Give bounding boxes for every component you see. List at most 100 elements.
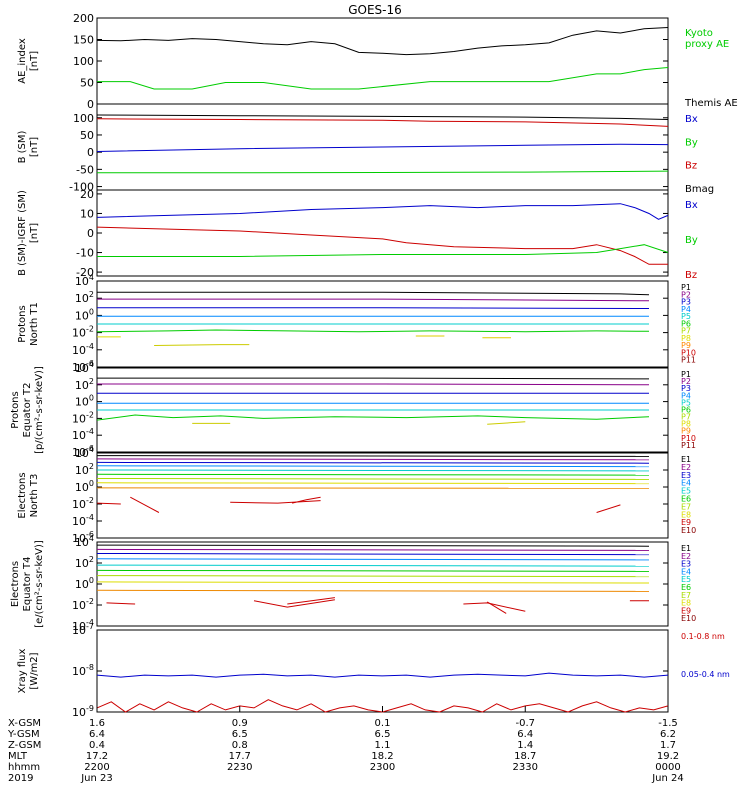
y-tick-label: 50 [80,129,94,142]
series-line [96,114,669,120]
y-tick-label: 102 [75,462,94,477]
series-line [96,482,650,485]
series-line [106,602,136,605]
y-tick-label: 102 [75,290,94,305]
time-row-value: 1.6 [89,718,105,729]
y-tick-label: 102 [75,555,94,570]
legend-item: E4 [681,479,691,488]
chart-title: GOES-16 [348,3,402,17]
series-line [463,602,526,612]
legend-item: Bx [685,200,698,211]
y-tick-label: -10 [76,247,94,260]
series-line [96,672,669,678]
y-tick-label: 50 [80,77,94,90]
legend-item: P11 [681,356,696,365]
legend-item: P1 [681,370,691,379]
series-line [130,496,160,513]
y-tick-label: -20 [76,266,94,279]
legend-item: E6 [681,583,691,592]
y-axis-label: [p/(cm²-s-sr-keV)] [34,366,45,454]
legend-item: P1 [681,283,691,292]
series-line [96,27,669,56]
series-line [97,307,650,309]
time-row-value: 0.9 [232,718,248,729]
legend-item: P2 [681,377,691,386]
y-axis-label: [nT] [29,223,40,243]
legend-item: E5 [681,487,691,496]
series-line [96,226,668,265]
y-tick-label: 10-4 [72,427,94,442]
y-tick-label: 10-2 [72,410,94,425]
y-tick-label: 10 [80,207,94,220]
y-axis-label: AE_index [17,38,28,84]
y-tick-label: 10-7 [72,622,94,637]
time-row-value: 6.4 [89,729,105,740]
series-line [96,502,121,505]
series-line [97,298,650,302]
legend-item: P3 [681,298,691,307]
y-tick-label: 0 [87,146,94,159]
time-row-value: 1.1 [375,740,391,751]
time-row-value: 1.7 [660,740,676,751]
legend-item: E3 [681,560,691,569]
legend-item: E10 [681,526,696,535]
y-tick-label: 0 [87,98,94,111]
y-tick-label: 10-2 [72,597,94,612]
series-line [97,170,669,174]
panel-8: 10-7 10-8 10-9 Xray flux [W/m2] 0.1-0.8 nm 0.0… [17,622,730,719]
y-axis-label: North T3 [29,474,40,518]
legend-item: P6 [681,319,691,328]
series-line [96,329,650,333]
series-line [96,473,650,476]
series-line [230,500,321,504]
series-line [253,599,335,608]
legend-item: E7 [681,591,691,600]
series-line [96,118,669,127]
legend-item: Bz [685,161,697,172]
time-row-value: 2200 [84,762,109,773]
legend-item: P3 [681,384,691,393]
series-line [96,469,650,472]
time-row-value: 0.8 [232,740,248,751]
legend-item: P5 [681,398,691,407]
time-row-value: 2300 [370,762,395,773]
y-axis-label: B (SM) [17,130,28,163]
legend-item: E8 [681,510,691,519]
legend-item: P10 [681,434,696,443]
legend-item: P7 [681,413,691,422]
time-row-value: 1.4 [517,740,533,751]
series-line [96,564,650,567]
legend-item: P7 [681,327,691,336]
series-line [96,465,650,468]
legend-item: P9 [681,341,691,350]
series-line [287,597,335,605]
legend-item: Bx [685,114,698,125]
y-tick-label: 100 [75,307,94,322]
time-row-value: 0000 [655,762,680,773]
y-tick-label: 10-2 [72,496,94,511]
time-row-label: X-GSM [8,718,41,729]
legend-item: P8 [681,334,691,343]
legend: Bx By Bz Bmag [685,114,714,195]
y-tick-label: 104 [75,273,94,288]
series-line [486,601,507,614]
series-line [596,504,621,513]
legend-item: P2 [681,290,691,299]
series-line [96,455,650,457]
panel-2: 100 50 0 -50 -100 B (SM) [nT] Bx By Bz Bmag [17,103,714,195]
legend-item: E9 [681,518,691,527]
time-row-value: Jun 24 [651,773,684,784]
series-line [96,569,650,572]
panel-3: 20 10 0 -10 -20 B (SM)-IGRF (SM) [nT] Bx By Bz [17,188,698,281]
time-row-value: 6.5 [232,729,248,740]
time-row-label: Y-GSM [7,729,40,740]
y-tick-label: 200 [73,12,94,25]
y-tick-label: -100 [69,181,94,194]
legend-item: E3 [681,471,691,480]
series-line [97,377,650,380]
